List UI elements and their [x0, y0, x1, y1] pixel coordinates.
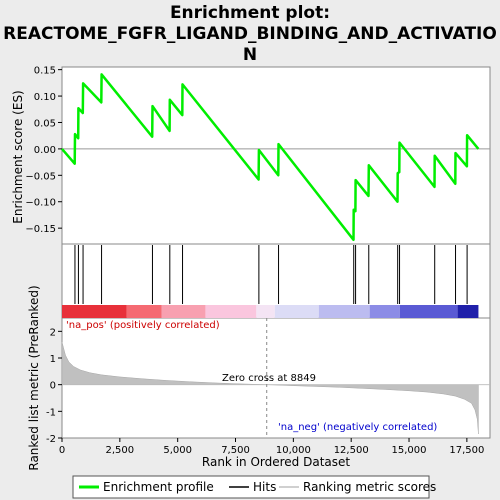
es-y-tick-label: 0.00: [34, 145, 56, 156]
chart-title-line-3: N: [243, 45, 257, 65]
enrichment-panel: [61, 66, 491, 245]
heatbar-segment: [457, 305, 479, 318]
heatbar-segment: [399, 305, 458, 318]
x-tick-label: 7,500: [221, 445, 250, 456]
es-y-tick-label: 0.10: [34, 92, 56, 103]
es-y-tick-label: 0.15: [34, 66, 56, 77]
enrichment-profile-line: [61, 73, 480, 242]
chart-title-line-1: Enrichment plot:: [170, 3, 330, 23]
es-y-axis: −0.15 −0.10 −0.05 0.00 0.05 0.10 0.15: [25, 66, 62, 235]
metric-y-axis-label: Ranked list metric (PreRanked): [27, 285, 41, 470]
x-tick-label: 15,000: [392, 445, 427, 456]
metric-y-tick-label: -2: [46, 434, 56, 445]
es-y-tick-label: 0.05: [34, 118, 56, 129]
hits-layer: [74, 245, 468, 304]
legend-enrichment-label: Enrichment profile: [103, 480, 214, 494]
x-axis: 0 2,500 5,000 7,500 10,000 12,500 15,000 17,500: [59, 438, 484, 456]
heatbar-layer: [62, 305, 479, 318]
heatbar-segment: [256, 305, 275, 318]
x-tick-label: 17,500: [449, 445, 484, 456]
es-y-tick-label: −0.15: [25, 224, 56, 235]
legend-metric-label: Ranking metric scores: [303, 480, 436, 494]
x-axis-label: Rank in Ordered Dataset: [202, 455, 350, 469]
heatbar-segment: [369, 305, 400, 318]
heatbar-segment: [205, 305, 257, 318]
neg-correlation-label: 'na_neg' (negatively correlated): [278, 422, 437, 433]
enrichment-profile-layer: [61, 73, 480, 242]
x-tick-label: 0: [59, 445, 65, 456]
pos-correlation-label: 'na_pos' (positively correlated): [66, 320, 220, 331]
legend-box: [72, 475, 430, 499]
metric-y-tick-label: 0: [50, 381, 56, 392]
es-y-tick-label: −0.05: [25, 171, 56, 182]
heatbar-segment: [318, 305, 370, 318]
heatbar-segment: [126, 305, 162, 318]
metric-y-tick-label: 2: [50, 327, 56, 338]
heatbar-segment: [161, 305, 206, 318]
legend-hits-label: Hits: [253, 480, 276, 494]
metric-y-axis: -2 -1 0 1 2: [46, 327, 62, 445]
ranking-metric-area: [61, 341, 479, 435]
heatbar-segment: [274, 305, 319, 318]
heatbar-segment: [62, 305, 127, 318]
metric-y-tick-label: 1: [50, 354, 56, 365]
es-y-tick-label: −0.10: [25, 198, 56, 209]
x-tick-label: 2,500: [106, 445, 135, 456]
x-tick-label: 12,500: [334, 445, 369, 456]
x-tick-label: 5,000: [163, 445, 192, 456]
chart-title-line-2: REACTOME_FGFR_LIGAND_BINDING_AND_ACTIVAT…: [3, 24, 497, 44]
zero-cross-label: Zero cross at 8849: [222, 373, 316, 384]
ranked-metric-layer: [61, 318, 490, 438]
x-tick-label: 10,000: [276, 445, 311, 456]
es-y-axis-label: Enrichment score (ES): [11, 90, 25, 223]
metric-y-tick-label: -1: [46, 407, 56, 418]
